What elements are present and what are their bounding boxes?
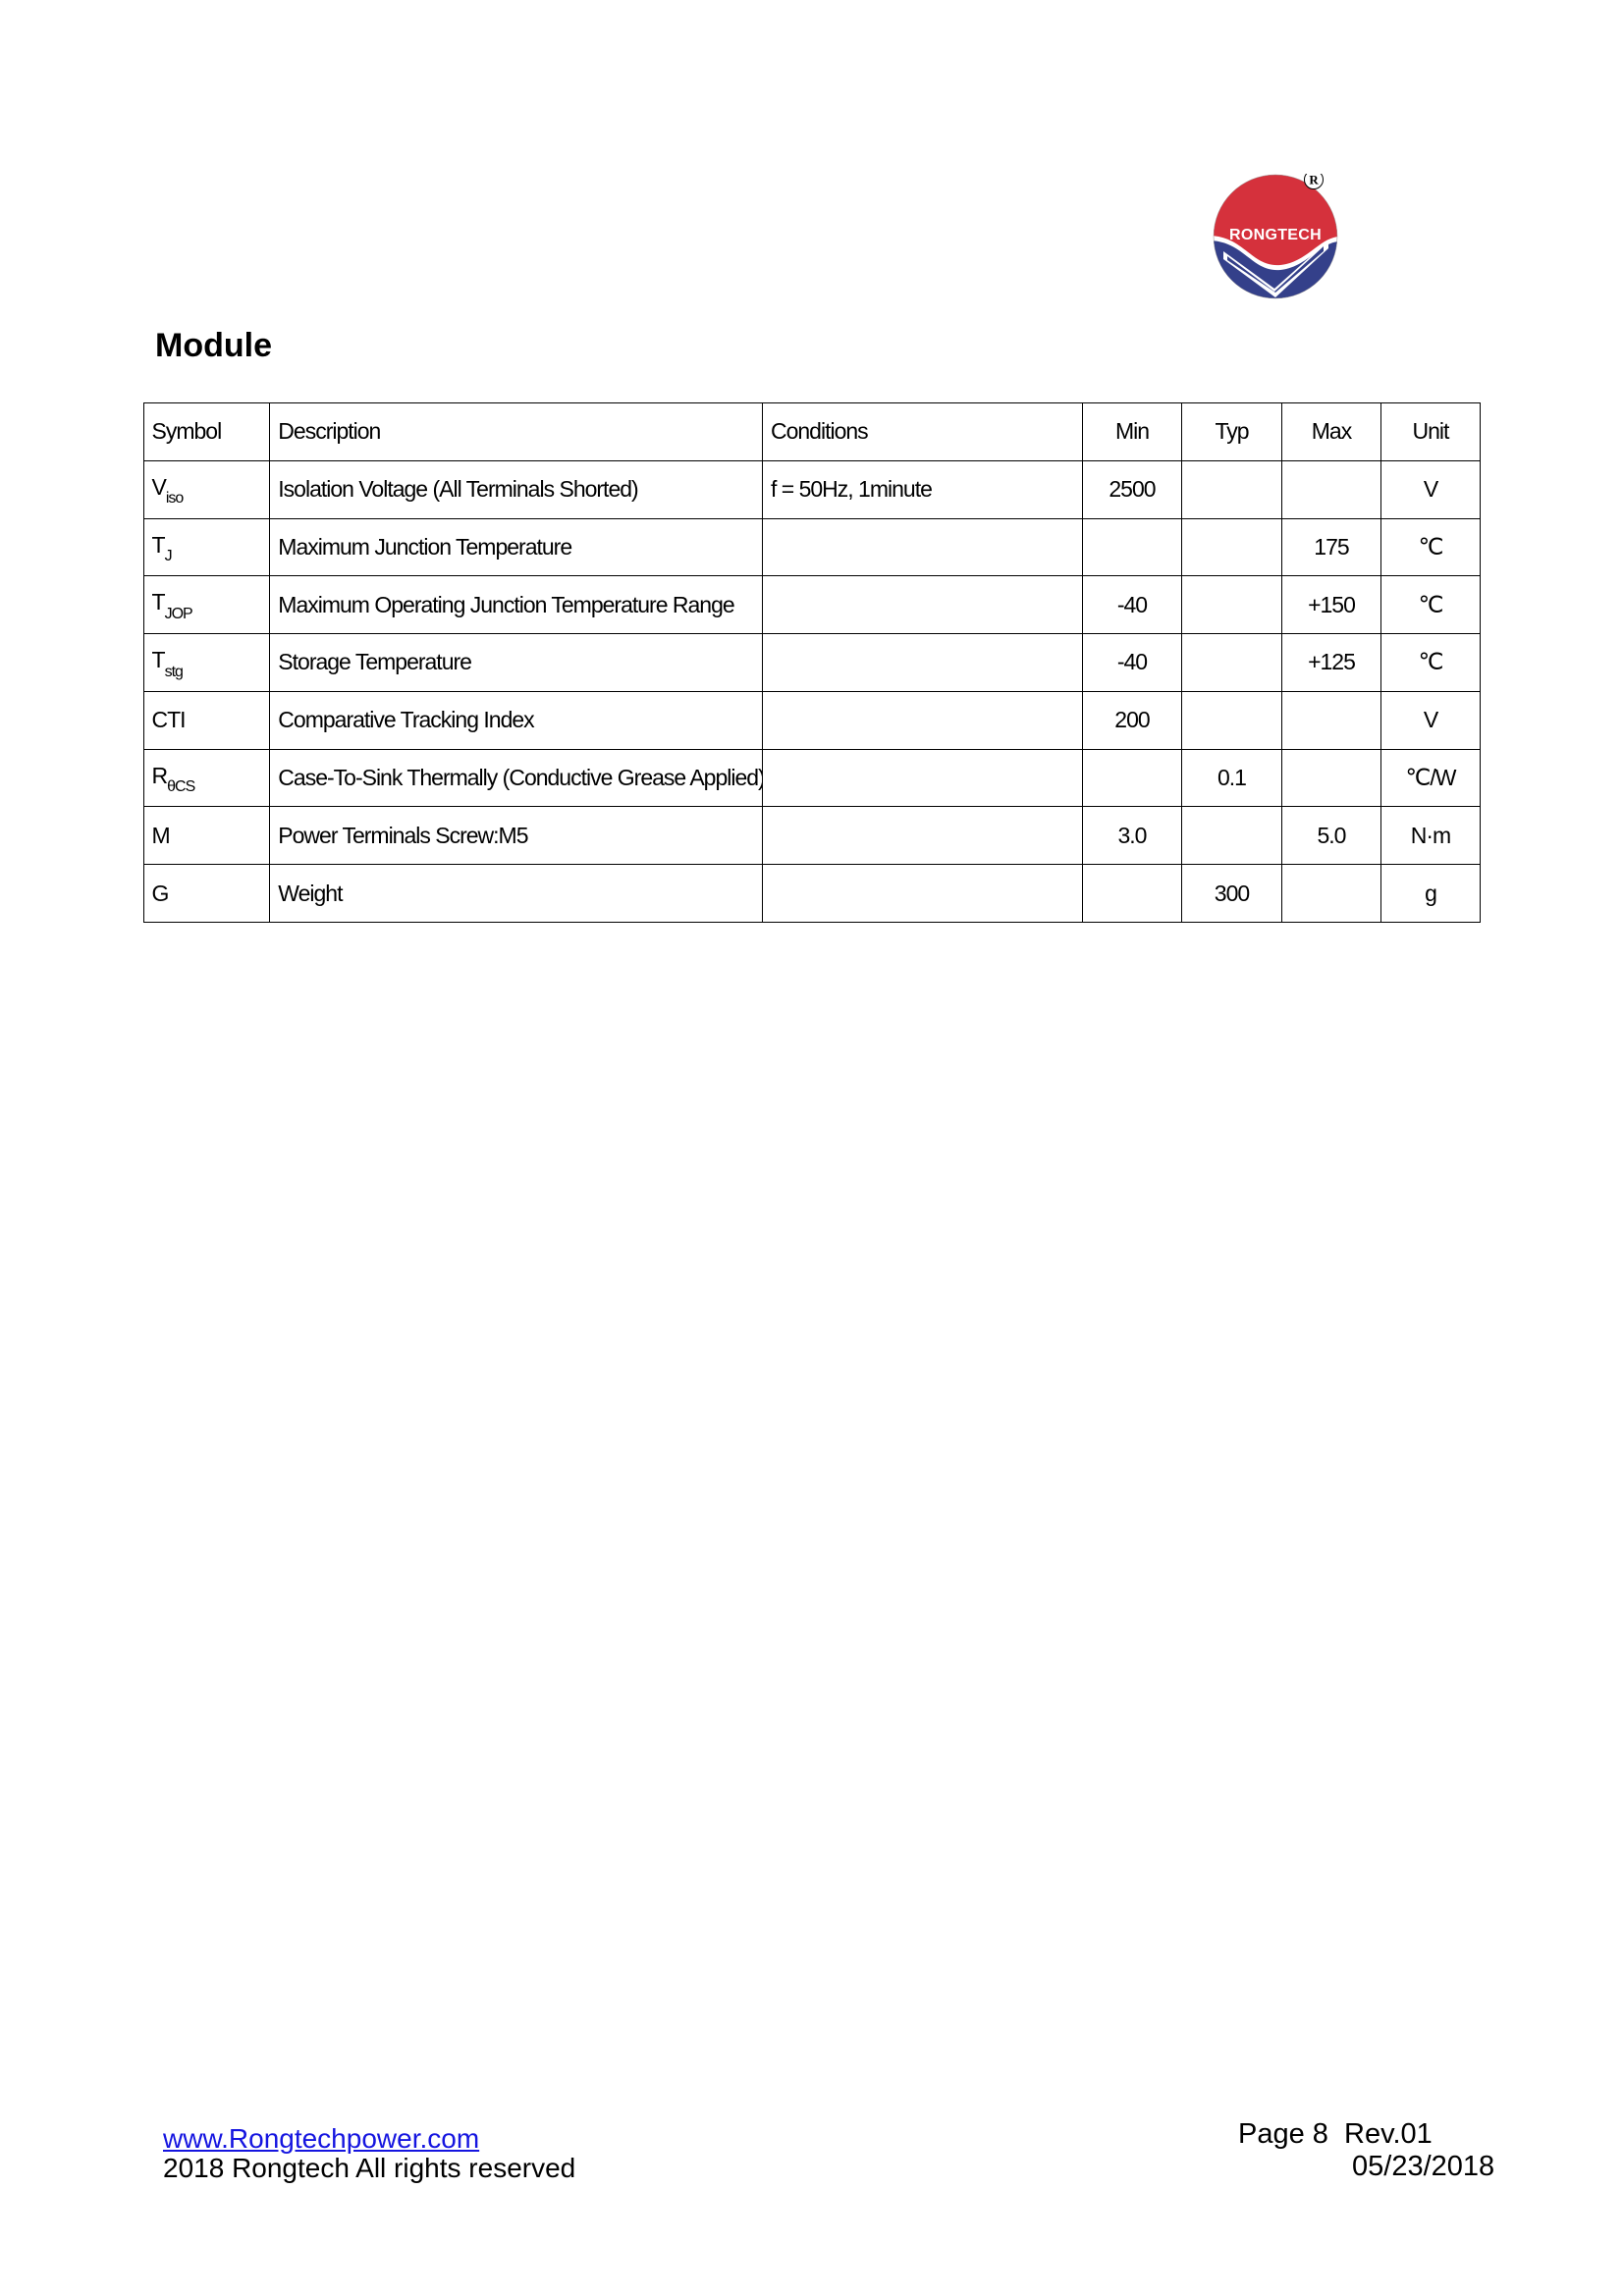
svg-text:RONGTECH: RONGTECH (1229, 227, 1322, 243)
svg-text:R: R (1309, 174, 1319, 187)
